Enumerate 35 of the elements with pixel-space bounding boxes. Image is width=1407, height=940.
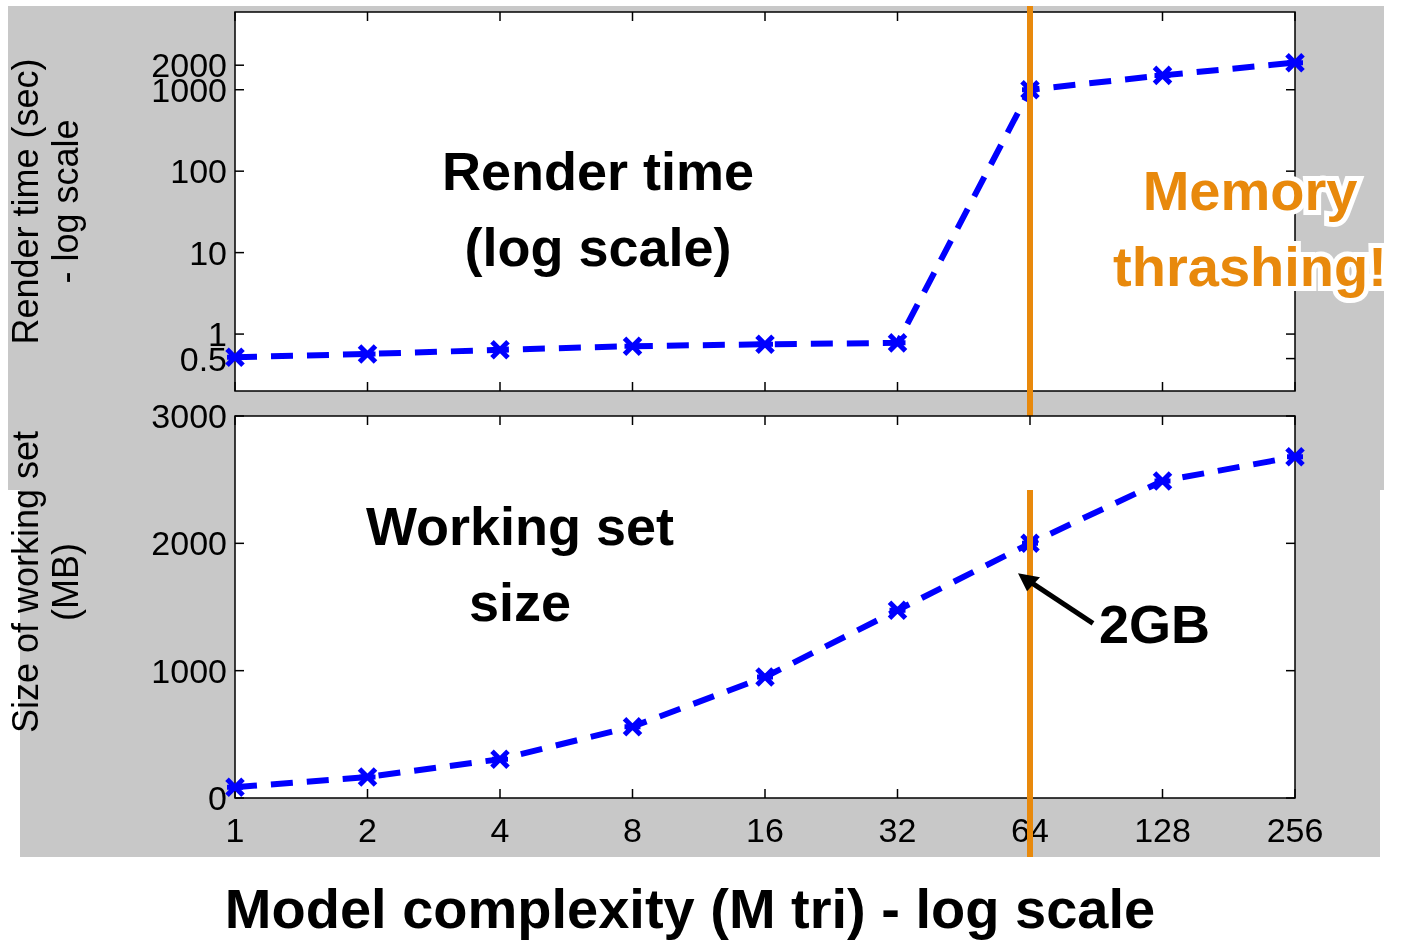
point <box>622 335 643 357</box>
y-tick-label: 2000 <box>151 524 227 563</box>
x-tick-label: 4 <box>490 811 510 849</box>
point <box>887 332 908 354</box>
point <box>1152 64 1173 86</box>
point <box>754 333 776 355</box>
x-tick-label: 256 <box>1266 811 1324 849</box>
annotation: 2GB <box>1099 594 1211 655</box>
x-tick-label: 128 <box>1134 811 1191 849</box>
y-axis-title: Render time (sec) - log scale <box>5 58 86 345</box>
point <box>1284 446 1306 468</box>
y-tick-label: 0 <box>208 779 227 817</box>
point <box>489 339 511 361</box>
x-tick-label: 2 <box>358 811 377 849</box>
point <box>887 599 908 621</box>
x-tick-label: 16 <box>746 811 784 849</box>
point <box>357 343 378 365</box>
annotation: Render time (log scale) <box>441 141 755 277</box>
point <box>1284 52 1306 74</box>
x-axis-title: Model complexity (M tri) - log scale <box>224 877 1156 940</box>
y-tick-label: 10 <box>189 233 227 272</box>
y-tick-label: 3000 <box>151 397 227 435</box>
point <box>622 716 643 738</box>
point <box>224 776 246 798</box>
y-tick-label: 100 <box>170 152 227 191</box>
y-tick-label: 1000 <box>151 651 227 690</box>
annotation: Working set size <box>365 496 675 632</box>
point <box>754 666 776 688</box>
point <box>224 346 246 368</box>
x-tick-label: 8 <box>623 811 642 849</box>
point <box>1152 470 1173 492</box>
point <box>489 748 511 770</box>
point <box>357 766 378 788</box>
x-tick-label: 32 <box>878 811 917 849</box>
y-axis-title: Size of working set (MB) <box>5 430 86 734</box>
